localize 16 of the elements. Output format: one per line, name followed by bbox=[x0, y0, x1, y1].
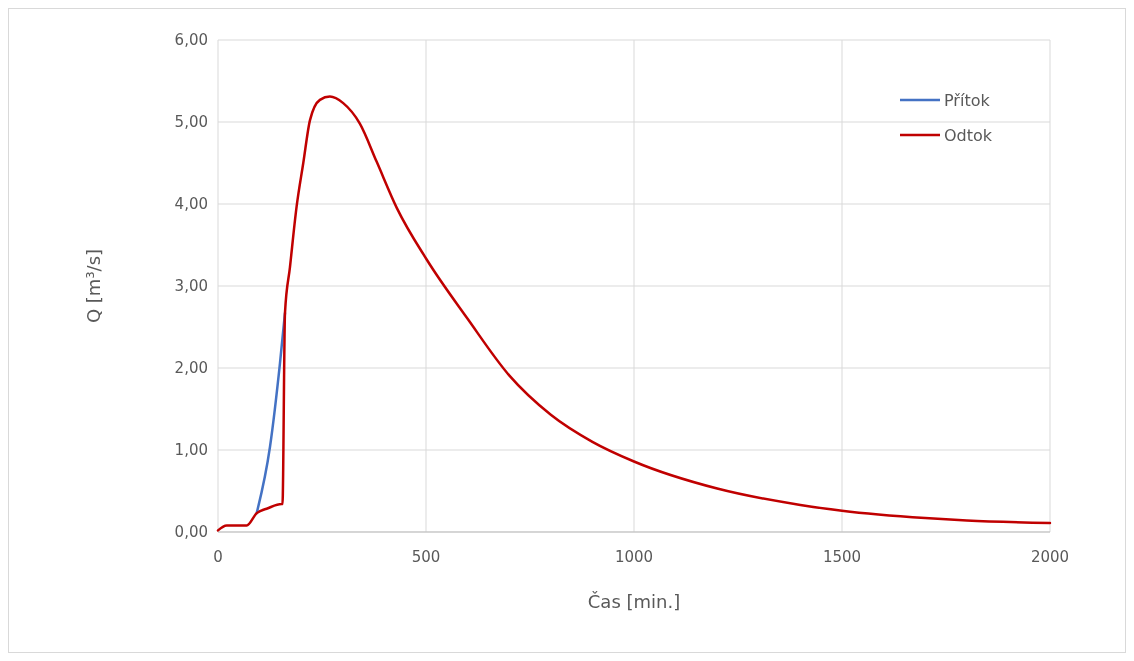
legend-label: Odtok bbox=[944, 126, 993, 145]
y-tick-label: 6,00 bbox=[174, 31, 208, 49]
x-tick-label: 0 bbox=[213, 548, 223, 566]
y-axis-title: Q [m³/s] bbox=[83, 248, 104, 324]
legend-label: Přítok bbox=[944, 91, 991, 110]
y-tick-label: 5,00 bbox=[174, 113, 208, 131]
x-tick-label: 1000 bbox=[614, 548, 654, 566]
y-tick-label: 3,00 bbox=[174, 277, 208, 295]
y-tick-label: 4,00 bbox=[174, 195, 208, 213]
y-tick-label: 1,00 bbox=[174, 441, 208, 459]
x-axis-title: Čas [min.] bbox=[587, 591, 681, 612]
y-tick-label: 0,00 bbox=[174, 523, 208, 541]
x-tick-label: 2000 bbox=[1030, 548, 1070, 566]
x-tick-label: 1500 bbox=[822, 548, 862, 566]
y-tick-label: 2,00 bbox=[174, 359, 208, 377]
x-tick-label: 500 bbox=[411, 548, 441, 566]
